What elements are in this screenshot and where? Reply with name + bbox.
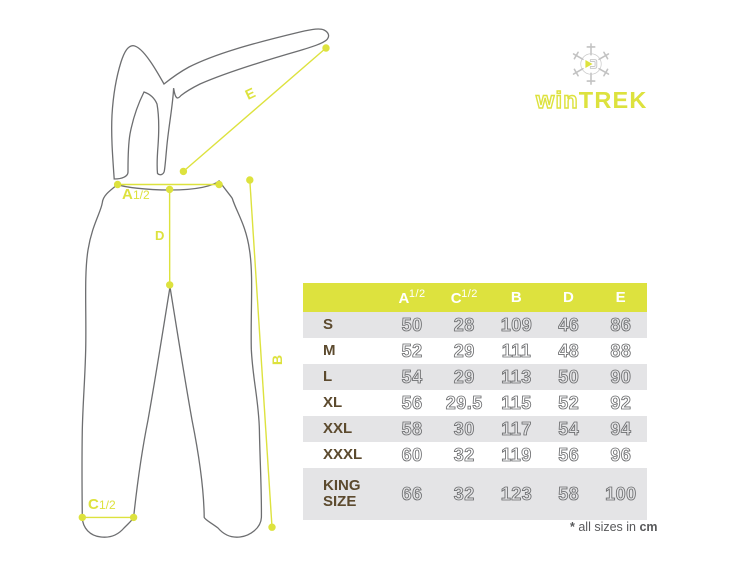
svg-text:winTREK: winTREK [535,87,648,113]
